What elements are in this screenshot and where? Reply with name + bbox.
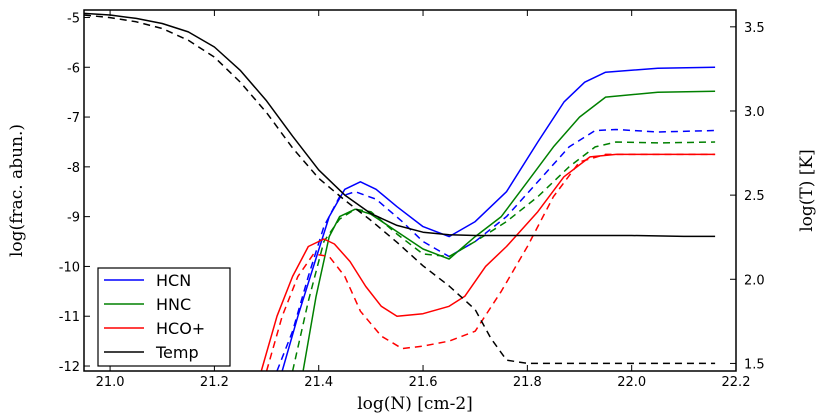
- legend-label-hnc: HNC: [156, 295, 191, 314]
- series-temp-solid: [84, 12, 716, 238]
- x-tick-label: 22.0: [617, 375, 646, 390]
- y2-axis-label: log(T) [K]: [797, 149, 817, 232]
- y-tick-label: -9: [67, 211, 80, 226]
- x-tick-label: 21.8: [513, 375, 542, 390]
- y2-tick-label: 3.5: [744, 21, 765, 36]
- x-tick-label: 21.0: [96, 375, 125, 390]
- legend-label-hcn: HCN: [156, 271, 191, 290]
- y2-tick-label: 3.0: [744, 105, 765, 120]
- x-tick-label: 21.4: [304, 375, 333, 390]
- x-axis-label: log(N) [cm-2]: [357, 394, 473, 414]
- y-tick-label: -8: [67, 161, 80, 176]
- series-layer: [84, 12, 716, 371]
- series-hnc-dashed: [291, 141, 716, 371]
- y-tick-label: -12: [59, 360, 80, 375]
- legend-label-hcoplus: HCO+: [156, 319, 205, 338]
- y-tick-label: -6: [67, 61, 80, 76]
- legend-box: [97, 267, 231, 367]
- y-tick-label: -10: [59, 260, 80, 275]
- plot-frame: [83, 9, 737, 372]
- y2-tick-label: 1.5: [744, 357, 765, 372]
- series-temp-dashed: [84, 14, 716, 365]
- series-hcoplus-solid: [260, 153, 716, 371]
- x-tick-label: 22.2: [722, 375, 751, 390]
- series-hnc-solid: [302, 90, 716, 371]
- x-tick-label: 21.6: [409, 375, 438, 390]
- y2-tick-label: 2.0: [744, 273, 765, 288]
- series-hcn-dashed: [276, 128, 716, 371]
- y-axis-label: log(frac. abun.): [7, 124, 27, 257]
- series-hcoplus-dashed: [265, 153, 716, 371]
- y-tick-label: -11: [59, 310, 80, 325]
- ticks-layer: 21.0 21.2 21.4 21.6 21.8 22.0 22.2 -5 -6 -7 -8 -9 -1…: [59, 10, 765, 390]
- x-tick-label: 21.2: [200, 375, 229, 390]
- series-hcn-solid: [281, 66, 716, 371]
- y-tick-label: -5: [67, 11, 80, 26]
- legend: HCN HNC HCO+ Temp: [97, 267, 231, 367]
- y2-tick-label: 2.5: [744, 189, 765, 204]
- legend-label-temp: Temp: [155, 343, 199, 362]
- y-tick-label: -7: [67, 111, 80, 126]
